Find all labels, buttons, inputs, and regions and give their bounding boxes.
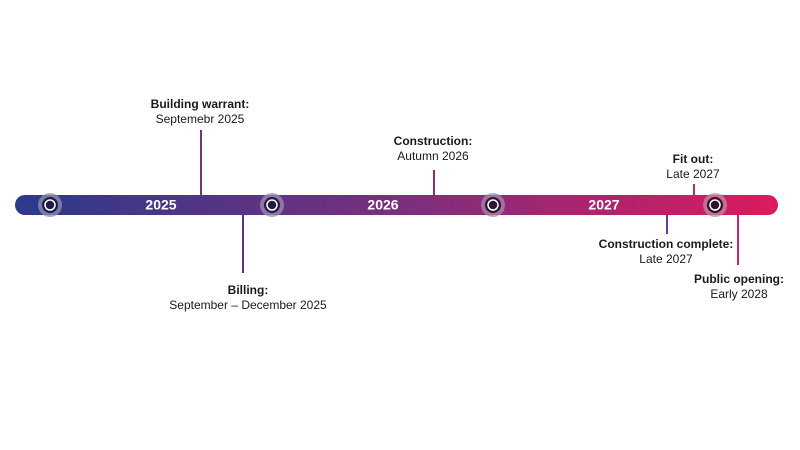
node: [38, 193, 62, 217]
milestone-label: Billing:: [228, 283, 269, 297]
milestone-label: Fit out:: [673, 152, 714, 166]
year-label: 2026: [367, 197, 398, 213]
timeline-bar: [15, 195, 778, 215]
milestone-date: Late 2027: [666, 167, 720, 181]
milestone-date: Early 2028: [710, 287, 768, 301]
node: [703, 193, 727, 217]
milestone-label: Construction:: [394, 134, 473, 148]
milestone-date: Septemebr 2025: [156, 112, 245, 126]
year-label: 2027: [588, 197, 619, 213]
node: [481, 193, 505, 217]
nodes: [38, 193, 727, 217]
milestone-label: Construction complete:: [599, 237, 734, 251]
milestone-date: Autumn 2026: [397, 149, 469, 163]
milestone-label: Public opening:: [694, 272, 784, 286]
milestone-label: Building warrant:: [151, 97, 250, 111]
milestone-date: September – December 2025: [169, 298, 327, 312]
node: [260, 193, 284, 217]
year-label: 2025: [145, 197, 176, 213]
milestone-date: Late 2027: [639, 252, 693, 266]
